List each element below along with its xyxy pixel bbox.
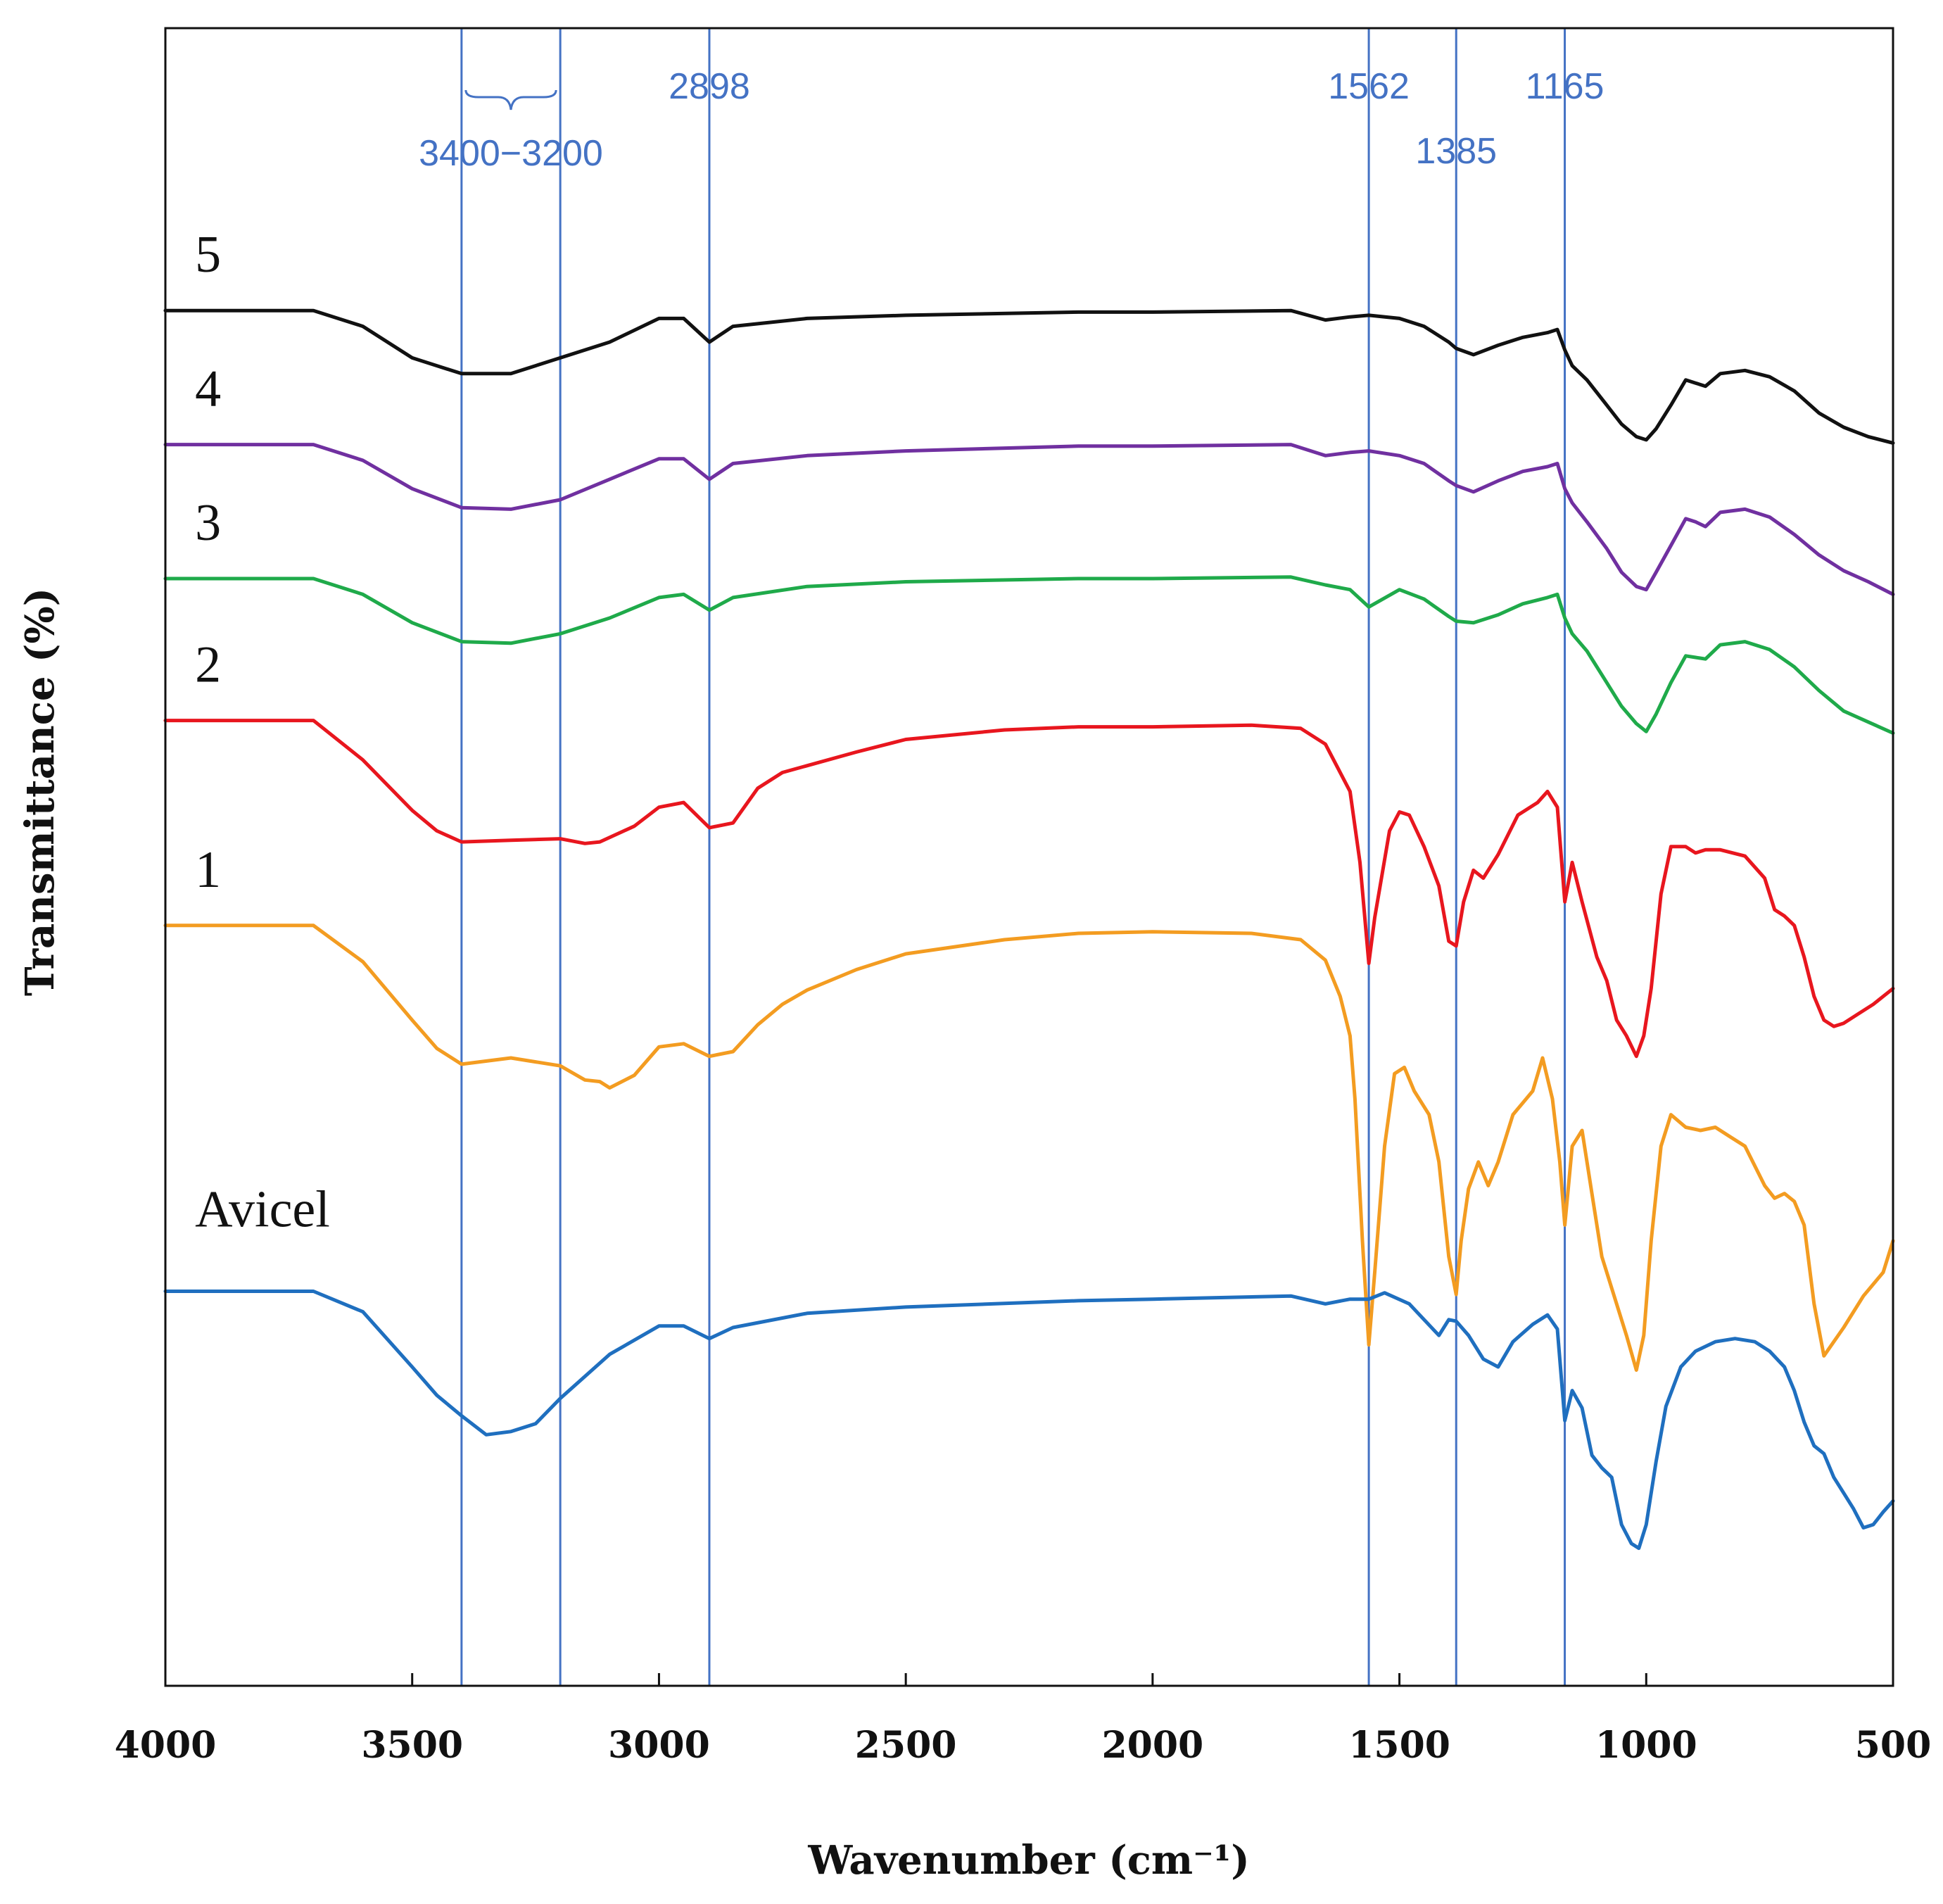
- series-label-2: 2: [195, 636, 221, 694]
- series-line-avicel: [163, 1290, 1895, 1551]
- series-line-3: [163, 575, 1895, 735]
- series-line-1: [163, 923, 1895, 1372]
- series-traces: [163, 308, 1895, 1551]
- series-line-5: [163, 308, 1895, 445]
- x-axis-title: Wavenumber (cm⁻¹): [807, 1837, 1249, 1884]
- series-label-1: 1: [195, 841, 221, 899]
- series-label-3: 3: [195, 494, 221, 552]
- x-tick-label-1000: 1000: [1595, 1724, 1697, 1767]
- reference-label-1562: 1562: [1328, 66, 1410, 107]
- reference-label-1165: 1165: [1526, 66, 1605, 107]
- x-tick-label-500: 500: [1855, 1724, 1932, 1767]
- x-tick-label-1500: 1500: [1348, 1724, 1450, 1767]
- series-label-5: 5: [195, 226, 221, 284]
- reference-label-2898: 2898: [669, 66, 750, 107]
- x-axis-ticks: 4000 3500 3000 2500 2000 1500 1000 500: [115, 1673, 1932, 1767]
- x-tick-label-2500: 2500: [855, 1724, 957, 1767]
- y-axis-title: Transmittance (%): [17, 588, 63, 996]
- series-label-avicel: Avicel: [195, 1180, 330, 1238]
- series-label-4: 4: [195, 360, 221, 418]
- series-line-2: [163, 719, 1895, 1059]
- x-tick-label-3500: 3500: [361, 1724, 463, 1767]
- range-label: 3400−3200: [419, 133, 603, 174]
- x-tick-label-4000: 4000: [115, 1724, 217, 1767]
- plot-frame: [164, 27, 1894, 1687]
- reference-label-1385: 1385: [1415, 131, 1497, 172]
- x-tick-label-2000: 2000: [1101, 1724, 1203, 1767]
- series-line-4: [163, 443, 1895, 596]
- series-labels: 5 4 3 2 1 Avicel: [195, 226, 330, 1238]
- x-tick-label-3000: 3000: [608, 1724, 710, 1767]
- range-brace: [464, 89, 557, 111]
